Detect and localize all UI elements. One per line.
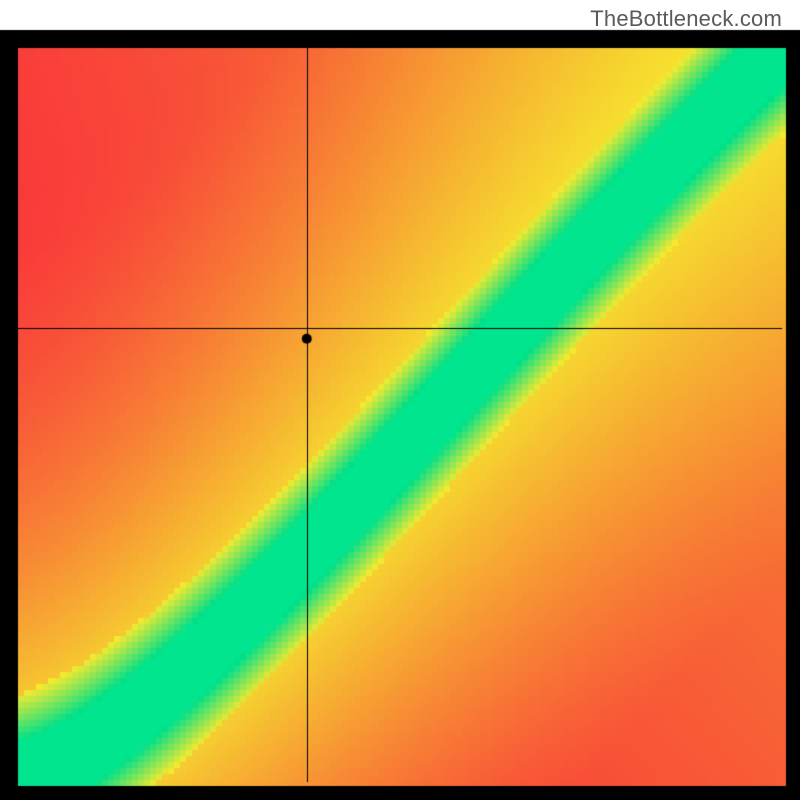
- heatmap-canvas: [0, 0, 800, 800]
- watermark-text: TheBottleneck.com: [590, 6, 782, 32]
- chart-container: TheBottleneck.com: [0, 0, 800, 800]
